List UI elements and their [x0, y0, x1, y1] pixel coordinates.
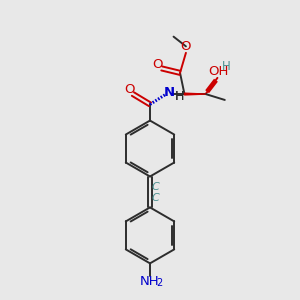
Polygon shape [184, 93, 206, 95]
Text: H: H [175, 90, 184, 103]
Text: OH: OH [209, 65, 229, 79]
Text: C: C [152, 194, 159, 203]
Text: 2: 2 [157, 278, 163, 288]
Text: O: O [124, 83, 134, 96]
Text: NH: NH [140, 275, 160, 288]
Text: O: O [152, 58, 163, 70]
Text: H: H [175, 90, 184, 103]
Text: O: O [181, 40, 191, 53]
Text: C: C [152, 182, 159, 192]
Text: N: N [164, 86, 175, 99]
Text: H: H [222, 60, 231, 73]
